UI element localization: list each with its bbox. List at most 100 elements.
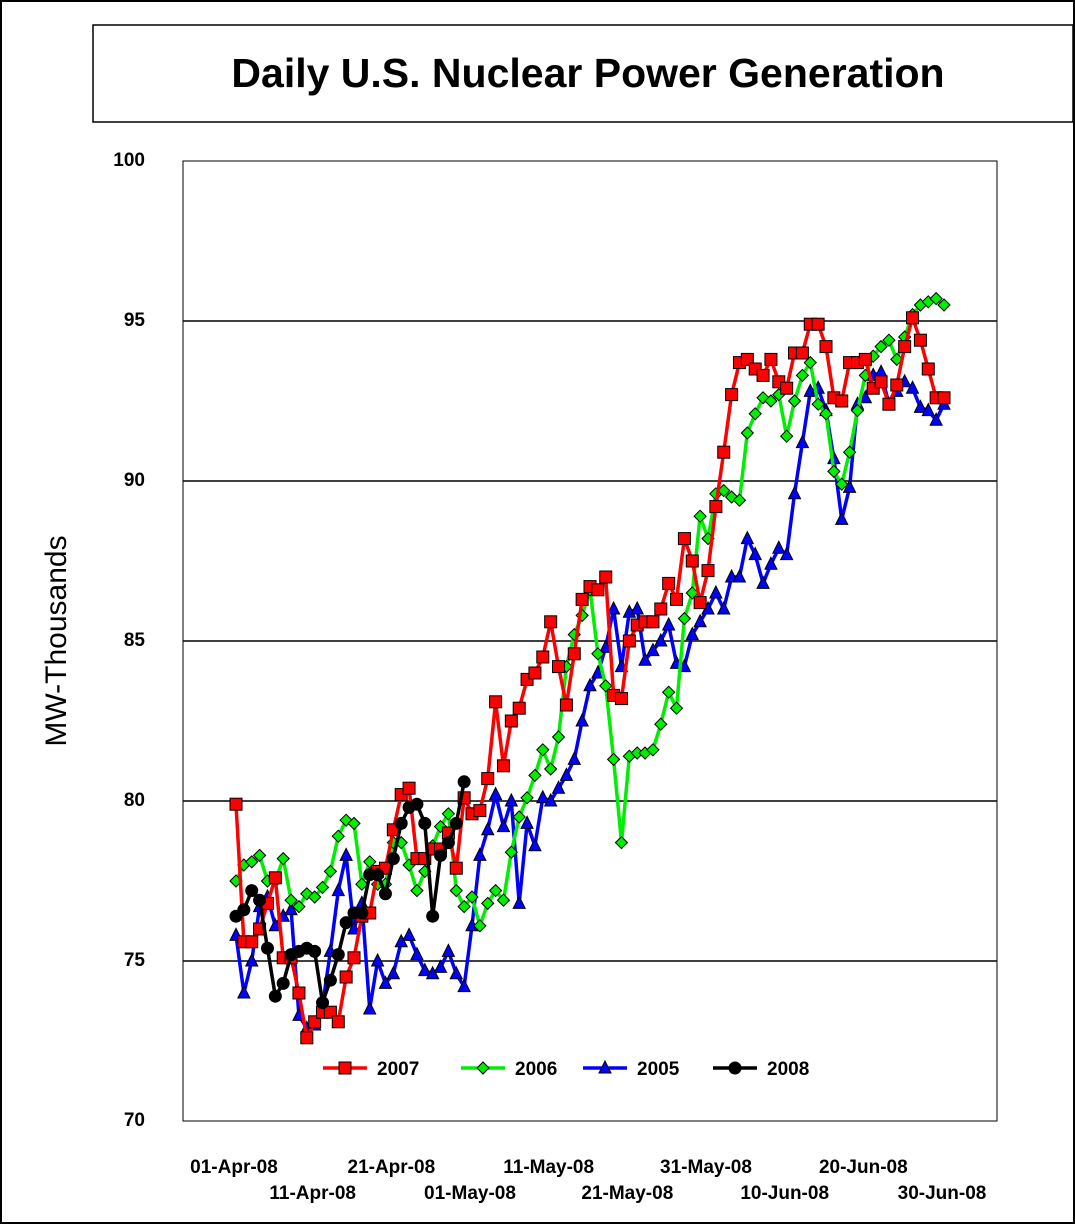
marker bbox=[339, 847, 353, 861]
marker bbox=[748, 407, 762, 421]
marker bbox=[551, 780, 566, 794]
marker bbox=[292, 899, 306, 914]
marker bbox=[709, 584, 723, 599]
marker bbox=[795, 434, 810, 449]
marker bbox=[646, 642, 660, 657]
marker bbox=[245, 884, 259, 898]
marker bbox=[583, 677, 597, 692]
marker bbox=[728, 1061, 742, 1075]
marker bbox=[890, 378, 904, 392]
marker bbox=[756, 368, 770, 382]
marker bbox=[591, 583, 605, 597]
marker bbox=[599, 570, 613, 584]
marker bbox=[803, 355, 817, 370]
marker bbox=[520, 815, 534, 829]
marker bbox=[661, 616, 676, 631]
marker bbox=[363, 855, 377, 869]
marker bbox=[787, 394, 802, 408]
marker bbox=[488, 883, 503, 898]
marker bbox=[268, 871, 282, 885]
marker bbox=[819, 407, 833, 421]
marker bbox=[496, 893, 511, 907]
marker bbox=[850, 403, 865, 418]
marker bbox=[528, 837, 542, 852]
marker bbox=[441, 836, 455, 850]
y-axis-label: MW-Thousands bbox=[40, 535, 73, 746]
marker bbox=[253, 893, 267, 907]
marker bbox=[245, 935, 259, 949]
marker bbox=[898, 340, 912, 354]
marker bbox=[504, 714, 518, 728]
x-tick-label: 21-Apr-08 bbox=[348, 1157, 436, 1178]
marker bbox=[575, 712, 589, 727]
marker bbox=[536, 650, 550, 664]
marker bbox=[284, 901, 298, 916]
marker bbox=[449, 883, 463, 898]
marker bbox=[355, 877, 369, 891]
marker bbox=[512, 701, 526, 715]
marker bbox=[559, 767, 574, 781]
marker bbox=[362, 1000, 377, 1015]
marker bbox=[732, 568, 747, 583]
x-tick-label: 30-Jun-08 bbox=[898, 1183, 987, 1204]
marker bbox=[725, 388, 739, 402]
x-tick-label: 20-Jun-08 bbox=[819, 1157, 908, 1178]
marker bbox=[882, 333, 896, 347]
marker bbox=[779, 546, 794, 561]
marker bbox=[638, 652, 652, 666]
marker bbox=[677, 611, 692, 626]
marker bbox=[717, 445, 731, 459]
marker bbox=[276, 851, 290, 866]
marker bbox=[913, 333, 927, 347]
marker bbox=[622, 634, 636, 648]
marker bbox=[307, 890, 322, 904]
marker bbox=[417, 962, 432, 977]
marker bbox=[237, 903, 251, 917]
marker bbox=[457, 899, 471, 914]
marker bbox=[709, 500, 723, 514]
marker bbox=[338, 1061, 352, 1075]
marker bbox=[779, 429, 794, 443]
marker bbox=[740, 530, 755, 545]
marker bbox=[693, 509, 707, 523]
marker bbox=[402, 927, 416, 941]
marker bbox=[685, 626, 700, 641]
marker bbox=[906, 311, 920, 325]
marker bbox=[402, 781, 416, 795]
marker bbox=[528, 666, 542, 680]
marker bbox=[434, 848, 448, 862]
marker bbox=[669, 701, 684, 715]
marker bbox=[929, 412, 943, 426]
marker bbox=[756, 575, 770, 589]
marker bbox=[378, 887, 392, 901]
marker bbox=[740, 426, 755, 440]
marker bbox=[535, 789, 550, 804]
marker bbox=[339, 916, 353, 930]
marker bbox=[693, 613, 707, 628]
marker bbox=[921, 402, 936, 417]
marker bbox=[654, 717, 668, 731]
marker bbox=[308, 1015, 322, 1029]
marker bbox=[473, 804, 487, 818]
x-tick-label: 21-May-08 bbox=[581, 1183, 673, 1204]
marker bbox=[614, 835, 629, 850]
marker bbox=[913, 399, 928, 413]
marker bbox=[378, 975, 393, 989]
marker bbox=[489, 695, 503, 709]
x-tick-label: 31-May-08 bbox=[660, 1157, 752, 1178]
marker bbox=[567, 751, 582, 765]
marker bbox=[921, 362, 935, 376]
marker bbox=[811, 397, 825, 411]
marker bbox=[567, 647, 581, 661]
marker bbox=[882, 397, 896, 411]
marker bbox=[780, 381, 794, 395]
marker bbox=[937, 298, 951, 312]
y-tick-label: 80 bbox=[124, 790, 145, 811]
marker bbox=[245, 855, 259, 869]
marker bbox=[834, 511, 849, 525]
marker bbox=[543, 762, 558, 776]
y-tick-label: 90 bbox=[124, 470, 145, 491]
marker bbox=[661, 685, 676, 699]
marker bbox=[764, 556, 778, 570]
marker bbox=[347, 920, 361, 935]
